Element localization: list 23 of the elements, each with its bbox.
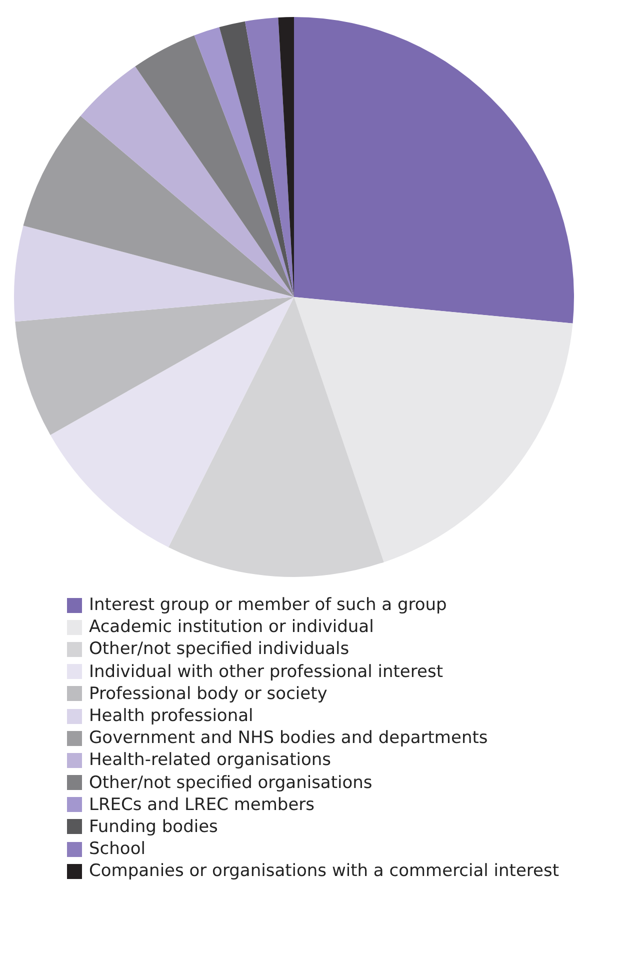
pie-slice (168, 297, 384, 577)
legend-label: Academic institution or individual (89, 617, 374, 638)
pie-slice (194, 27, 294, 297)
legend-label: Other/not specified organisations (89, 772, 372, 793)
pie-slice (244, 17, 294, 297)
legend-label: Companies or organisations with a commercial interest (89, 861, 560, 882)
pie-slice (23, 116, 294, 297)
legend-label: Professional body or society (89, 684, 328, 704)
legend-label: Individual with other professional interest (89, 662, 443, 682)
pie-slice (80, 66, 294, 297)
pie-slice (14, 226, 294, 322)
legend-label: Interest group or member of such a group (89, 595, 447, 616)
legend-label: Other/not specified individuals (89, 639, 350, 660)
legend-label: School (89, 839, 146, 860)
pie-slice (15, 297, 294, 435)
pie-slice (135, 35, 294, 297)
legend-label: LRECs and LREC members (89, 794, 315, 815)
legend-label: Health professional (89, 706, 254, 726)
legend-label: Government and NHS bodies and departments (89, 728, 488, 748)
pie-slice (219, 21, 294, 297)
legend-label: Health-related organisations (89, 750, 331, 770)
legend-label: Funding bodies (89, 816, 218, 837)
pie-slice (294, 17, 574, 324)
